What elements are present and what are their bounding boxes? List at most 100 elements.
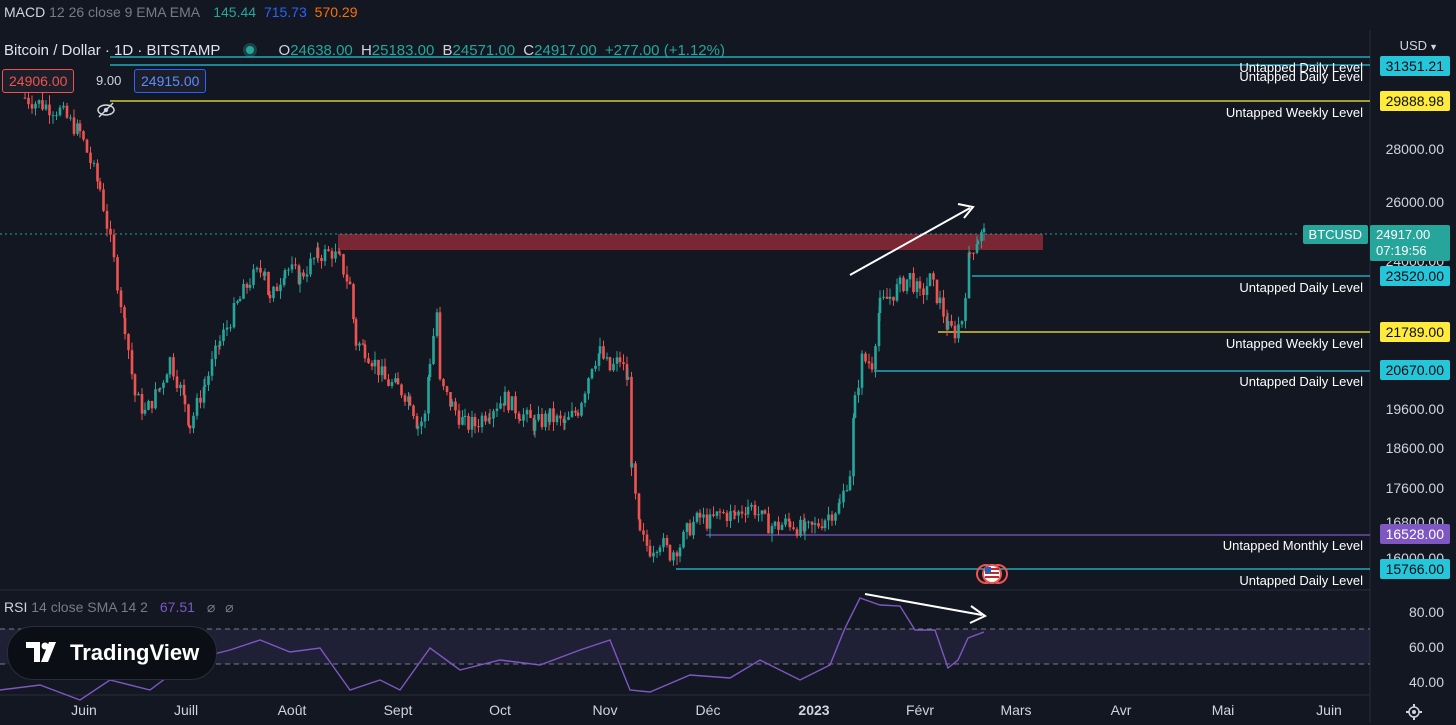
candle-body xyxy=(96,163,99,182)
level-price-tag: 23520.00 xyxy=(1379,266,1450,286)
rsi-empty-value-icon: ⌀ xyxy=(206,599,216,615)
candle-body xyxy=(119,290,123,308)
level-label: Untapped Weekly Level xyxy=(1225,105,1363,120)
time-tick: Août xyxy=(277,702,307,718)
time-tick: Mai xyxy=(1211,702,1235,718)
candle-body xyxy=(537,413,540,420)
candle-body xyxy=(461,417,464,425)
candle-body xyxy=(615,357,619,364)
candle-body xyxy=(905,279,909,292)
bar-countdown: 07:19:56 xyxy=(1376,243,1427,258)
candle-body xyxy=(622,362,625,365)
candle-body xyxy=(412,405,415,417)
candle-body xyxy=(967,252,971,299)
candle-body xyxy=(813,523,817,525)
candle-body xyxy=(207,375,210,385)
candle-body xyxy=(187,404,190,426)
candle-body xyxy=(133,374,137,396)
candle-body xyxy=(729,511,732,521)
candle-body xyxy=(912,273,915,292)
candle-body xyxy=(864,353,867,362)
candle-body xyxy=(938,297,942,304)
candle-body xyxy=(450,401,454,407)
time-tick: Mars xyxy=(1000,702,1032,718)
candle-body xyxy=(665,538,669,546)
level-price-tag: 31351.21 xyxy=(1379,56,1450,76)
candle-body xyxy=(555,415,559,423)
candle-body xyxy=(953,325,957,339)
candle-body xyxy=(330,250,334,259)
candle-body xyxy=(48,104,51,116)
close-label: C xyxy=(523,42,535,59)
candle-body xyxy=(807,521,810,523)
candle-body xyxy=(642,530,645,535)
candle-body xyxy=(408,396,412,406)
candle-body xyxy=(442,379,445,387)
candle-body xyxy=(922,288,925,296)
candle-body xyxy=(975,243,979,253)
candle-body xyxy=(638,519,642,531)
candle-body xyxy=(463,415,467,418)
candle-body xyxy=(740,511,744,514)
candle-body xyxy=(182,384,186,396)
candle-body xyxy=(525,409,529,415)
candle-body xyxy=(137,394,140,396)
time-tick: Oct xyxy=(489,702,511,718)
candle-body xyxy=(522,414,525,421)
candle-body xyxy=(792,527,795,530)
candle-body xyxy=(423,413,427,422)
time-tick: 2023 xyxy=(798,702,830,718)
candle-body xyxy=(195,397,199,416)
rsi-line xyxy=(0,597,985,701)
candle-body xyxy=(203,384,207,387)
candle-body xyxy=(192,415,195,429)
candle-body xyxy=(55,115,58,117)
sell-button[interactable]: 24906.00 xyxy=(2,69,75,93)
level-price-tag: 21789.00 xyxy=(1379,322,1450,342)
close-value: 24917.00 xyxy=(534,42,597,59)
candle-body xyxy=(58,107,62,116)
candle-body xyxy=(298,272,302,284)
candle-body xyxy=(232,303,236,328)
candle-body xyxy=(773,521,777,526)
candle-body xyxy=(470,417,474,430)
candle-body xyxy=(618,357,622,363)
candle-body xyxy=(492,411,495,419)
candle-body xyxy=(563,419,567,423)
hide-eye-icon[interactable] xyxy=(96,101,116,119)
level-label: Untapped Daily Level xyxy=(1239,280,1363,295)
price-tick: 19600.00 xyxy=(1385,401,1444,417)
candle-body xyxy=(467,415,470,430)
candle-body xyxy=(540,413,544,428)
candle-body xyxy=(732,511,736,513)
candle-body xyxy=(630,463,634,468)
candle-body xyxy=(658,547,662,553)
candle-body xyxy=(648,545,652,557)
candle-body xyxy=(267,271,270,296)
time-tick: Sept xyxy=(383,702,413,718)
tradingview-logo[interactable]: TradingView xyxy=(7,626,217,680)
spread-value: 9.00 xyxy=(96,73,122,88)
settings-gear-icon[interactable] xyxy=(1406,704,1422,720)
candle-body xyxy=(312,258,316,260)
candle-body xyxy=(715,511,719,516)
candle-body xyxy=(672,552,675,561)
currency-selector[interactable]: USD ▼ xyxy=(1400,38,1438,53)
candle-body xyxy=(712,514,715,516)
candle-body xyxy=(517,413,521,420)
candle-body xyxy=(51,115,55,117)
macd-value-3: 570.29 xyxy=(314,4,358,20)
candle-body xyxy=(323,249,327,262)
symbol-legend: Bitcoin / Dollar · 1D · BITSTAMP O24638.… xyxy=(4,42,725,59)
buy-button[interactable]: 24915.00 xyxy=(134,69,207,93)
candle-body xyxy=(870,363,874,370)
candle-body xyxy=(857,387,860,396)
candle-body xyxy=(932,273,935,280)
candle-body xyxy=(130,350,134,375)
candle-body xyxy=(608,357,612,371)
candle-body xyxy=(147,400,150,410)
economic-event-flag-icon[interactable] xyxy=(975,563,1009,585)
symbol-title[interactable]: Bitcoin / Dollar · 1D · BITSTAMP xyxy=(4,42,221,59)
price-tick: 26000.00 xyxy=(1385,194,1444,210)
